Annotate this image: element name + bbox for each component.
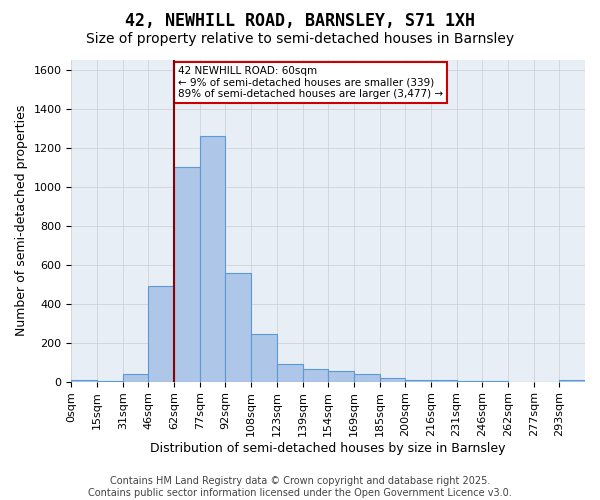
Text: 42 NEWHILL ROAD: 60sqm
← 9% of semi-detached houses are smaller (339)
89% of sem: 42 NEWHILL ROAD: 60sqm ← 9% of semi-deta…	[178, 66, 443, 99]
Bar	[302, 369, 328, 382]
Bar	[200, 136, 226, 382]
Bar	[148, 286, 174, 382]
Text: 42, NEWHILL ROAD, BARNSLEY, S71 1XH: 42, NEWHILL ROAD, BARNSLEY, S71 1XH	[125, 12, 475, 30]
Bar	[97, 380, 123, 382]
X-axis label: Distribution of semi-detached houses by size in Barnsley: Distribution of semi-detached houses by …	[151, 442, 506, 455]
Bar	[174, 167, 200, 382]
Bar	[431, 380, 457, 382]
Bar	[559, 380, 585, 382]
Bar	[354, 374, 380, 382]
Bar	[380, 378, 405, 382]
Bar	[328, 371, 354, 382]
Text: Size of property relative to semi-detached houses in Barnsley: Size of property relative to semi-detach…	[86, 32, 514, 46]
Y-axis label: Number of semi-detached properties: Number of semi-detached properties	[15, 105, 28, 336]
Text: Contains HM Land Registry data © Crown copyright and database right 2025.
Contai: Contains HM Land Registry data © Crown c…	[88, 476, 512, 498]
Bar	[226, 274, 251, 382]
Bar	[123, 374, 148, 382]
Bar	[277, 364, 302, 382]
Bar	[251, 334, 277, 382]
Bar	[71, 380, 97, 382]
Bar	[405, 380, 431, 382]
Bar	[457, 381, 482, 382]
